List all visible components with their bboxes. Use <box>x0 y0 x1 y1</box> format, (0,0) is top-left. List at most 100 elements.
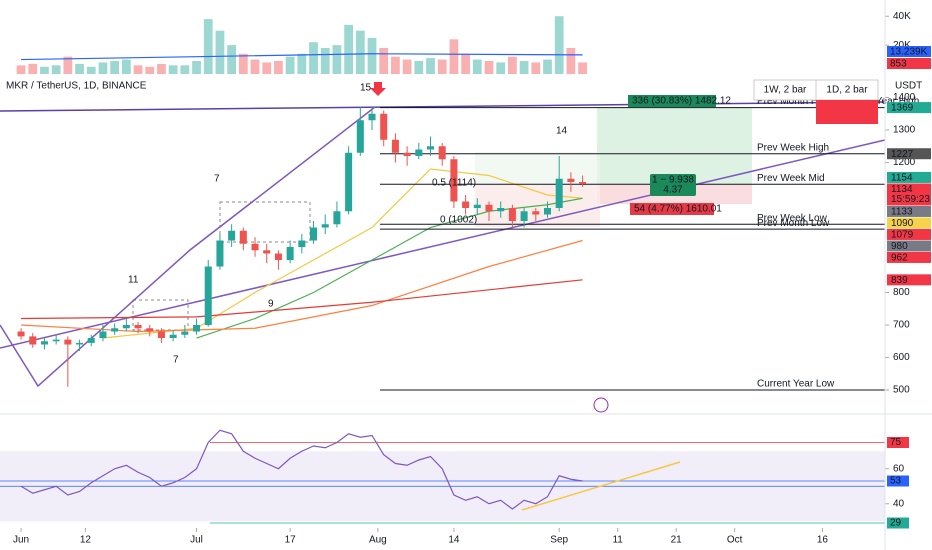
y-tick-label: 20K <box>893 40 911 51</box>
volume-bar <box>414 61 424 74</box>
label-bg <box>650 174 696 196</box>
candle-body <box>193 325 201 332</box>
candle-body <box>216 240 224 267</box>
y-tick-label: 1200 <box>893 157 916 168</box>
candle-body <box>286 247 294 261</box>
volume-bar <box>203 19 213 74</box>
price-tag <box>887 274 931 286</box>
price-tag-label: 1079 <box>891 230 914 241</box>
candle-body <box>345 152 353 212</box>
price-tag-label: 1154 <box>891 173 913 184</box>
candle-body <box>567 178 575 183</box>
volume-bar <box>461 53 470 74</box>
volume-tag <box>887 46 931 57</box>
price-tag-label: 1369 <box>891 103 914 114</box>
rsi-tag <box>887 475 909 487</box>
volume-bar <box>63 56 73 74</box>
y-tick-label: 500 <box>893 385 910 396</box>
x-tick-label: 17 <box>285 535 297 546</box>
price-tag-label: 1227 <box>891 149 914 160</box>
volume-bar <box>121 59 131 74</box>
candle-body <box>368 113 376 121</box>
candle-body <box>298 240 306 248</box>
candle-body <box>485 204 493 212</box>
y-tick-label: 40K <box>893 11 911 22</box>
volume-bar <box>449 39 459 74</box>
candle-body <box>181 331 189 335</box>
candle-body <box>146 328 154 332</box>
candle-body <box>356 120 364 153</box>
candle-body <box>157 331 165 339</box>
price-tag <box>887 102 931 114</box>
price-tag-label: 1133 <box>891 207 913 218</box>
volume-bar <box>472 59 482 74</box>
moving-average <box>102 168 583 339</box>
button-fill <box>816 100 878 124</box>
y-tick-label: 1300 <box>893 125 916 136</box>
candle-body <box>64 339 72 345</box>
volume-bar <box>180 65 190 74</box>
volume-bar <box>168 65 178 74</box>
rsi-tag-label: 29 <box>890 518 902 529</box>
x-tick-label: Aug <box>369 535 387 546</box>
annotation: 14 <box>556 126 568 137</box>
candle-body <box>263 250 271 254</box>
timeframe-button-label: 1D, 2 bar <box>826 85 868 96</box>
position-ratio: 4.37 <box>663 185 683 196</box>
price-tag-label: 962 <box>891 253 908 264</box>
volume-bar <box>40 66 49 74</box>
annotation: 15 <box>360 83 372 94</box>
x-tick-label: 16 <box>817 535 829 546</box>
long-profit-zone <box>597 107 752 184</box>
price-tag <box>887 240 931 252</box>
timeframe-button-label: 1W, 2 bar <box>764 85 807 96</box>
volume-bar <box>157 63 166 74</box>
price-tag-label: 1134 <box>891 184 913 195</box>
volume-bar <box>250 59 260 74</box>
candle-body <box>333 211 341 225</box>
price-tag <box>887 251 931 263</box>
candle-body <box>403 152 411 157</box>
rsi-tag-label: 53 <box>890 476 902 487</box>
volume-bar <box>332 45 342 74</box>
x-tick-label: Sep <box>550 535 568 546</box>
rsi-tag-label: 75 <box>890 437 902 448</box>
volume-tag-label: 853 <box>890 59 907 70</box>
annotation: 9 <box>268 299 274 310</box>
volume-bar <box>320 48 330 74</box>
position-ratio: 1 − 9.938 <box>652 175 694 186</box>
candle-body <box>543 208 552 215</box>
rsi-line <box>20 429 583 510</box>
candle-body <box>17 331 25 337</box>
volume-bar <box>227 45 237 74</box>
rsi-trendline <box>521 461 681 511</box>
y-tick-label: 60 <box>893 463 905 474</box>
volume-bar <box>508 56 517 74</box>
candle-body <box>274 253 282 261</box>
volume-bar <box>145 66 155 74</box>
y-tick-label: 700 <box>893 320 910 331</box>
rsi-tag <box>887 437 909 448</box>
volume-bar <box>238 53 248 74</box>
symbol-title: MKR / TetherUS, 1D, BINANCE <box>6 81 147 92</box>
volume-bar <box>484 61 494 74</box>
candle-body <box>532 211 540 215</box>
event-icon[interactable] <box>593 397 609 413</box>
candle-body <box>462 201 470 209</box>
volume-tag-label: 13.239K <box>890 47 928 58</box>
price-tag-label: 980 <box>891 241 908 252</box>
volume-bar <box>355 30 365 75</box>
volume-bar <box>75 63 84 74</box>
volume-bar <box>285 56 295 74</box>
arrow-marker <box>370 82 386 96</box>
range-box <box>219 201 311 243</box>
volume-bar <box>274 61 283 74</box>
annotation: 11 <box>128 275 139 286</box>
candle-body <box>473 204 481 209</box>
volume-bar <box>297 53 307 74</box>
candle-body <box>134 325 142 329</box>
volume-bar <box>262 62 272 74</box>
annotation: 7 <box>214 174 220 185</box>
price-tag <box>887 217 931 229</box>
